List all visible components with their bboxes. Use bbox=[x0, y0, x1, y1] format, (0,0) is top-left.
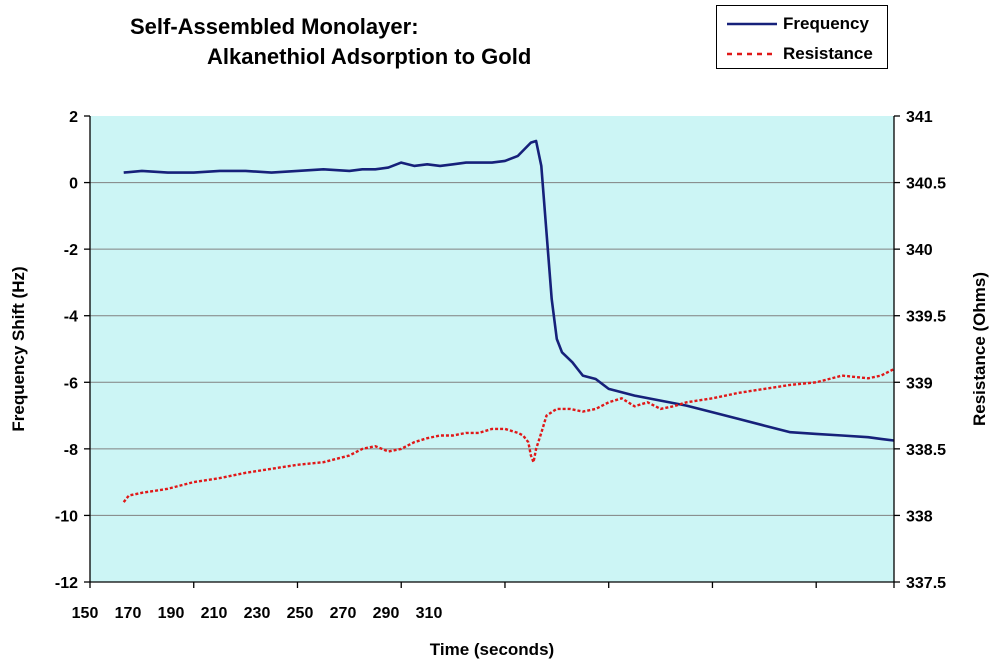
plot-area bbox=[90, 116, 894, 582]
left-tick-label-6: -10 bbox=[55, 508, 78, 525]
series-resistance-line bbox=[122, 367, 895, 503]
right-tick-label-2: 340 bbox=[906, 242, 933, 259]
left-y-axis: 2 0 -2 -4 -6 -8 -10 -12 bbox=[55, 109, 90, 592]
x-tick-label-3: 210 bbox=[201, 605, 228, 622]
chart-title-line-2: Alkanethiol Adsorption to Gold bbox=[207, 44, 532, 69]
x-tick-label-0: 150 bbox=[72, 605, 99, 622]
right-tick-label-7: 337.5 bbox=[906, 575, 946, 592]
left-y-axis-title: Frequency Shift (Hz) bbox=[9, 266, 28, 431]
axes bbox=[89, 116, 895, 583]
left-tick-label-0: 2 bbox=[69, 109, 78, 126]
series-group bbox=[122, 139, 895, 503]
legend-label-frequency: Frequency bbox=[783, 14, 869, 33]
x-tick-label-6: 270 bbox=[330, 605, 357, 622]
grid-lines bbox=[90, 182, 894, 516]
x-tick-label-5: 250 bbox=[287, 605, 314, 622]
x-axis: 150 170 190 210 230 250 270 290 310 bbox=[72, 582, 895, 622]
legend-swatch-frequency bbox=[727, 22, 777, 26]
right-tick-label-4: 339 bbox=[906, 375, 933, 392]
left-tick-label-4: -6 bbox=[64, 375, 78, 392]
series-frequency-line bbox=[123, 139, 895, 442]
x-axis-title: Time (seconds) bbox=[430, 640, 554, 659]
legend-label-resistance: Resistance bbox=[783, 44, 873, 63]
left-tick-label-5: -8 bbox=[64, 442, 78, 459]
right-tick-label-6: 338 bbox=[906, 508, 933, 525]
x-tick-label-2: 190 bbox=[158, 605, 185, 622]
legend-item-frequency: Frequency bbox=[717, 12, 887, 36]
x-tick-label-7: 290 bbox=[373, 605, 400, 622]
x-tick-label-8: 310 bbox=[416, 605, 443, 622]
left-tick-label-1: 0 bbox=[69, 176, 78, 193]
chart-title-line-1: Self-Assembled Monolayer: bbox=[130, 14, 419, 39]
right-tick-label-1: 340.5 bbox=[906, 176, 946, 193]
x-tick-label-1: 170 bbox=[115, 605, 142, 622]
right-tick-label-3: 339.5 bbox=[906, 309, 946, 326]
chart-legend: Frequency Resistance bbox=[716, 5, 888, 69]
left-tick-label-7: -12 bbox=[55, 575, 78, 592]
left-tick-label-3: -4 bbox=[64, 309, 78, 326]
x-tick-label-4: 230 bbox=[244, 605, 271, 622]
legend-swatch-resistance bbox=[727, 52, 777, 56]
right-y-axis: 341 340.5 340 339.5 339 338.5 338 337.5 bbox=[894, 109, 946, 592]
left-tick-label-2: -2 bbox=[64, 242, 78, 259]
right-y-axis-title: Resistance (Ohms) bbox=[970, 272, 989, 426]
legend-item-resistance: Resistance bbox=[717, 42, 887, 66]
right-tick-label-5: 338.5 bbox=[906, 442, 946, 459]
right-tick-label-0: 341 bbox=[906, 109, 933, 126]
